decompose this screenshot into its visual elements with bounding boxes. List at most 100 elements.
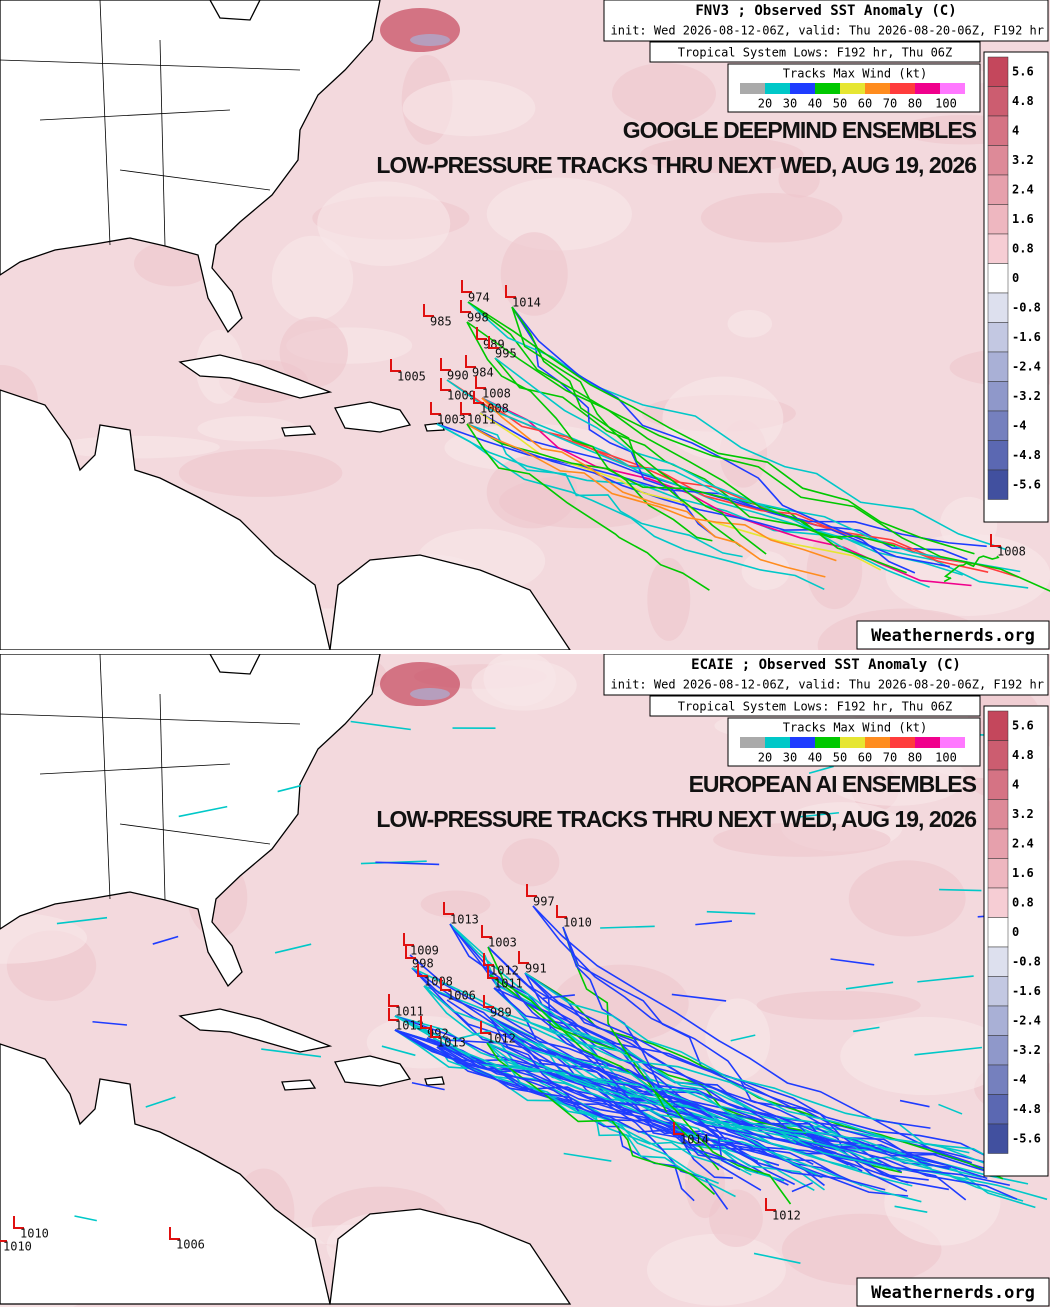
low-marker bbox=[476, 327, 487, 340]
legend-label: 80 bbox=[908, 751, 922, 765]
land bbox=[329, 554, 571, 650]
storm-track bbox=[562, 926, 741, 1171]
low-marker bbox=[526, 884, 537, 897]
storm-track bbox=[917, 975, 974, 983]
low-pressure-label: 1012 bbox=[772, 1209, 801, 1223]
cool-anomaly bbox=[410, 34, 450, 46]
legend-label: 70 bbox=[883, 97, 897, 111]
legend-label: 50 bbox=[833, 751, 847, 765]
header-box bbox=[603, 0, 1049, 42]
legend-swatch bbox=[890, 737, 915, 748]
storm-track bbox=[481, 397, 826, 578]
storm-track bbox=[145, 1096, 176, 1108]
low-marker bbox=[990, 534, 1001, 547]
storm-track bbox=[511, 306, 742, 547]
low-marker bbox=[13, 1216, 24, 1229]
legend-swatch bbox=[915, 737, 940, 748]
legend-swatch bbox=[915, 83, 940, 94]
land bbox=[424, 1076, 445, 1086]
colorbar-cell bbox=[987, 828, 1009, 859]
low-pressure-label: 1009 bbox=[410, 944, 439, 958]
warm-anomaly bbox=[380, 8, 460, 52]
colorbar-label: -5.6 bbox=[1012, 478, 1041, 492]
low-pressure-label: 989 bbox=[490, 1006, 512, 1020]
colorbar-label: 1.6 bbox=[1012, 212, 1034, 226]
lows-label: Tropical System Lows: F192 hr, Thu 06Z bbox=[678, 700, 953, 714]
storm-track bbox=[423, 985, 859, 1170]
colorbar-label: 4.8 bbox=[1012, 94, 1034, 108]
lows-box bbox=[649, 695, 981, 717]
low-pressure-label: 1013 bbox=[395, 1019, 424, 1033]
storm-track bbox=[394, 1029, 1011, 1187]
colorbar-label: -4.8 bbox=[1012, 1102, 1041, 1116]
storm-track bbox=[394, 1029, 759, 1163]
legend-label: 20 bbox=[758, 97, 772, 111]
low-pressure-label: 998 bbox=[467, 311, 489, 325]
low-marker bbox=[417, 964, 428, 977]
low-pressure-label: 1008 bbox=[482, 387, 511, 401]
low-pressure-label: 1005 bbox=[397, 370, 426, 384]
low-pressure-label: 995 bbox=[495, 347, 517, 361]
colorbar-cell bbox=[987, 410, 1009, 441]
storm-track bbox=[489, 1016, 1018, 1200]
colorbar-label: 4 bbox=[1012, 124, 1019, 138]
low-pressure-label: 1011 bbox=[467, 413, 496, 427]
colorbar-label: -3.2 bbox=[1012, 1043, 1041, 1057]
storm-track bbox=[753, 1252, 801, 1264]
storm-track bbox=[600, 925, 655, 929]
low-pressure-label: 1008 bbox=[480, 402, 509, 416]
low-marker bbox=[460, 402, 471, 415]
legend-swatch bbox=[790, 737, 815, 748]
colorbar-cell bbox=[987, 233, 1009, 264]
legend-title: Tracks Max Wind (kt) bbox=[783, 67, 928, 81]
state-border bbox=[39, 109, 231, 121]
legend-label: 100 bbox=[935, 97, 957, 111]
state-border bbox=[0, 713, 301, 725]
storm-track bbox=[511, 306, 767, 555]
low-pressure-label: 1010 bbox=[563, 916, 592, 930]
low-pressure-label: 1008 bbox=[997, 545, 1026, 559]
low-pressure-label: 1014 bbox=[680, 1133, 709, 1147]
colorbar-label: 2.4 bbox=[1012, 183, 1034, 197]
colorbar-label: 3.2 bbox=[1012, 807, 1034, 821]
colorbar-cell bbox=[987, 740, 1009, 771]
colorbar-label: -4 bbox=[1012, 419, 1026, 433]
storm-track bbox=[894, 1205, 928, 1213]
low-pressure-label: 1006 bbox=[447, 989, 476, 1003]
colorbar-label: 1.6 bbox=[1012, 866, 1034, 880]
overlay-title: EUROPEAN AI ENSEMBLES bbox=[689, 771, 977, 797]
colorbar-label: -4 bbox=[1012, 1073, 1026, 1087]
colorbar-label: 0 bbox=[1012, 271, 1019, 285]
low-marker bbox=[487, 966, 498, 979]
storm-track bbox=[899, 1099, 930, 1108]
colorbar-cell bbox=[987, 204, 1009, 235]
storm-track bbox=[489, 1016, 896, 1153]
watermark-box bbox=[856, 1277, 1050, 1307]
low-pressure-label: 1010 bbox=[20, 1227, 49, 1241]
low-marker bbox=[488, 336, 499, 349]
storm-track bbox=[563, 1152, 612, 1162]
legend-label: 40 bbox=[808, 97, 822, 111]
low-pressure-label: 991 bbox=[525, 962, 547, 976]
colorbar-cell bbox=[987, 381, 1009, 412]
storm-track bbox=[706, 910, 756, 915]
colorbar-cell bbox=[987, 858, 1009, 889]
storm-track bbox=[277, 784, 302, 793]
header-title: ECAIE ; Observed SST Anomaly (C) bbox=[691, 657, 961, 673]
storm-track bbox=[449, 923, 785, 1182]
land bbox=[281, 1079, 317, 1091]
low-pressure-label: 1008 bbox=[424, 975, 453, 989]
state-border bbox=[39, 763, 231, 775]
legend-label: 70 bbox=[883, 751, 897, 765]
low-marker bbox=[388, 1008, 399, 1021]
low-pressure-label: 1011 bbox=[494, 977, 523, 991]
legend-label: 30 bbox=[783, 97, 797, 111]
storm-track bbox=[466, 321, 713, 542]
colorbar-label: 0.8 bbox=[1012, 896, 1034, 910]
state-border bbox=[0, 59, 301, 71]
low-pressure-label: 974 bbox=[468, 291, 490, 305]
low-marker bbox=[0, 1240, 7, 1242]
storm-track bbox=[178, 805, 228, 818]
legend-swatch bbox=[765, 737, 790, 748]
